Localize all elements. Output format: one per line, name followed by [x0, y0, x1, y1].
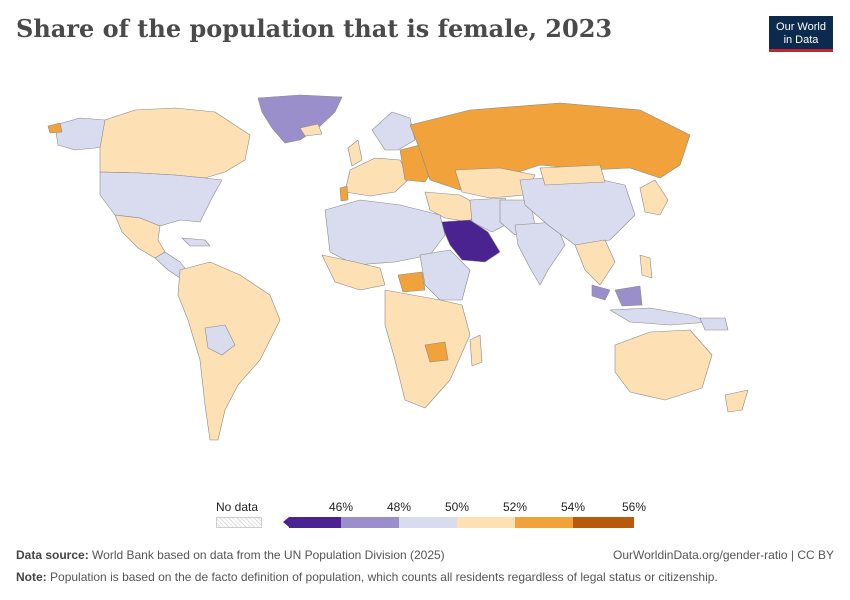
legend-bin-54-56[interactable]	[573, 517, 634, 528]
owid-logo[interactable]: Our World in Data	[769, 16, 833, 52]
region-russia	[409, 102, 691, 191]
region-scandinavia	[371, 111, 416, 151]
legend-tick-54: 54%	[560, 500, 586, 514]
region-madagascar	[469, 334, 483, 367]
region-australia	[614, 329, 713, 401]
region-saudi-arabia	[439, 219, 501, 263]
data-source-text: World Bank based on data from the UN Pop…	[92, 548, 445, 562]
region-caribbean	[181, 237, 211, 247]
region-south-america	[177, 261, 281, 441]
data-source-label: Data source:	[16, 548, 89, 562]
region-uk	[347, 139, 363, 167]
chart-title: Share of the population that is female, …	[16, 14, 613, 43]
legend-bin-46-48[interactable]	[341, 517, 399, 528]
world-map[interactable]	[0, 80, 850, 495]
logo-line-1: Our World	[776, 21, 826, 33]
legend-bin-48-50[interactable]	[399, 517, 457, 528]
legend-no-data-swatch[interactable]	[216, 517, 262, 528]
region-central-african-republic	[397, 271, 426, 293]
legend-tick-48: 48%	[386, 500, 412, 514]
region-southeast-asia	[574, 239, 616, 286]
region-aleutian	[47, 122, 63, 134]
region-portugal	[339, 185, 349, 202]
legend-tick-46: 46%	[328, 500, 354, 514]
note-label: Note:	[16, 570, 47, 584]
region-iceland	[299, 123, 323, 137]
region-philippines	[639, 254, 653, 279]
region-borneo	[614, 285, 643, 307]
legend-tick-50: 50%	[444, 500, 470, 514]
region-malaysia	[591, 284, 611, 301]
data-source: Data source: World Bank based on data fr…	[16, 548, 445, 562]
region-west-africa	[321, 254, 386, 291]
region-bolivia	[204, 324, 236, 356]
legend-lower-arrow	[283, 517, 289, 527]
region-western-europe	[344, 157, 411, 197]
note-text: Population is based on the de facto defi…	[50, 570, 718, 584]
logo-line-2: in Data	[783, 34, 819, 46]
region-indonesia	[609, 307, 711, 326]
region-canada	[99, 107, 251, 179]
legend-bin-below-46[interactable]	[289, 517, 341, 528]
source-url-link[interactable]: OurWorldinData.org/gender-ratio | CC BY	[613, 548, 834, 562]
legend-no-data-label: No data	[216, 500, 259, 514]
region-new-zealand	[724, 389, 749, 413]
region-zimbabwe	[424, 341, 449, 363]
region-greenland	[257, 94, 343, 144]
region-mongolia	[539, 164, 606, 186]
region-north-africa	[324, 199, 446, 266]
legend-bin-50-52[interactable]	[457, 517, 515, 528]
legend-bin-52-54[interactable]	[515, 517, 573, 528]
region-papua-new-guinea	[699, 317, 729, 331]
legend-tick-52: 52%	[502, 500, 528, 514]
region-korea-japan	[639, 179, 669, 216]
legend-tick-56: 56%	[621, 500, 647, 514]
region-east-africa	[419, 249, 471, 301]
chart-note: Note: Population is based on the de fact…	[16, 570, 718, 584]
